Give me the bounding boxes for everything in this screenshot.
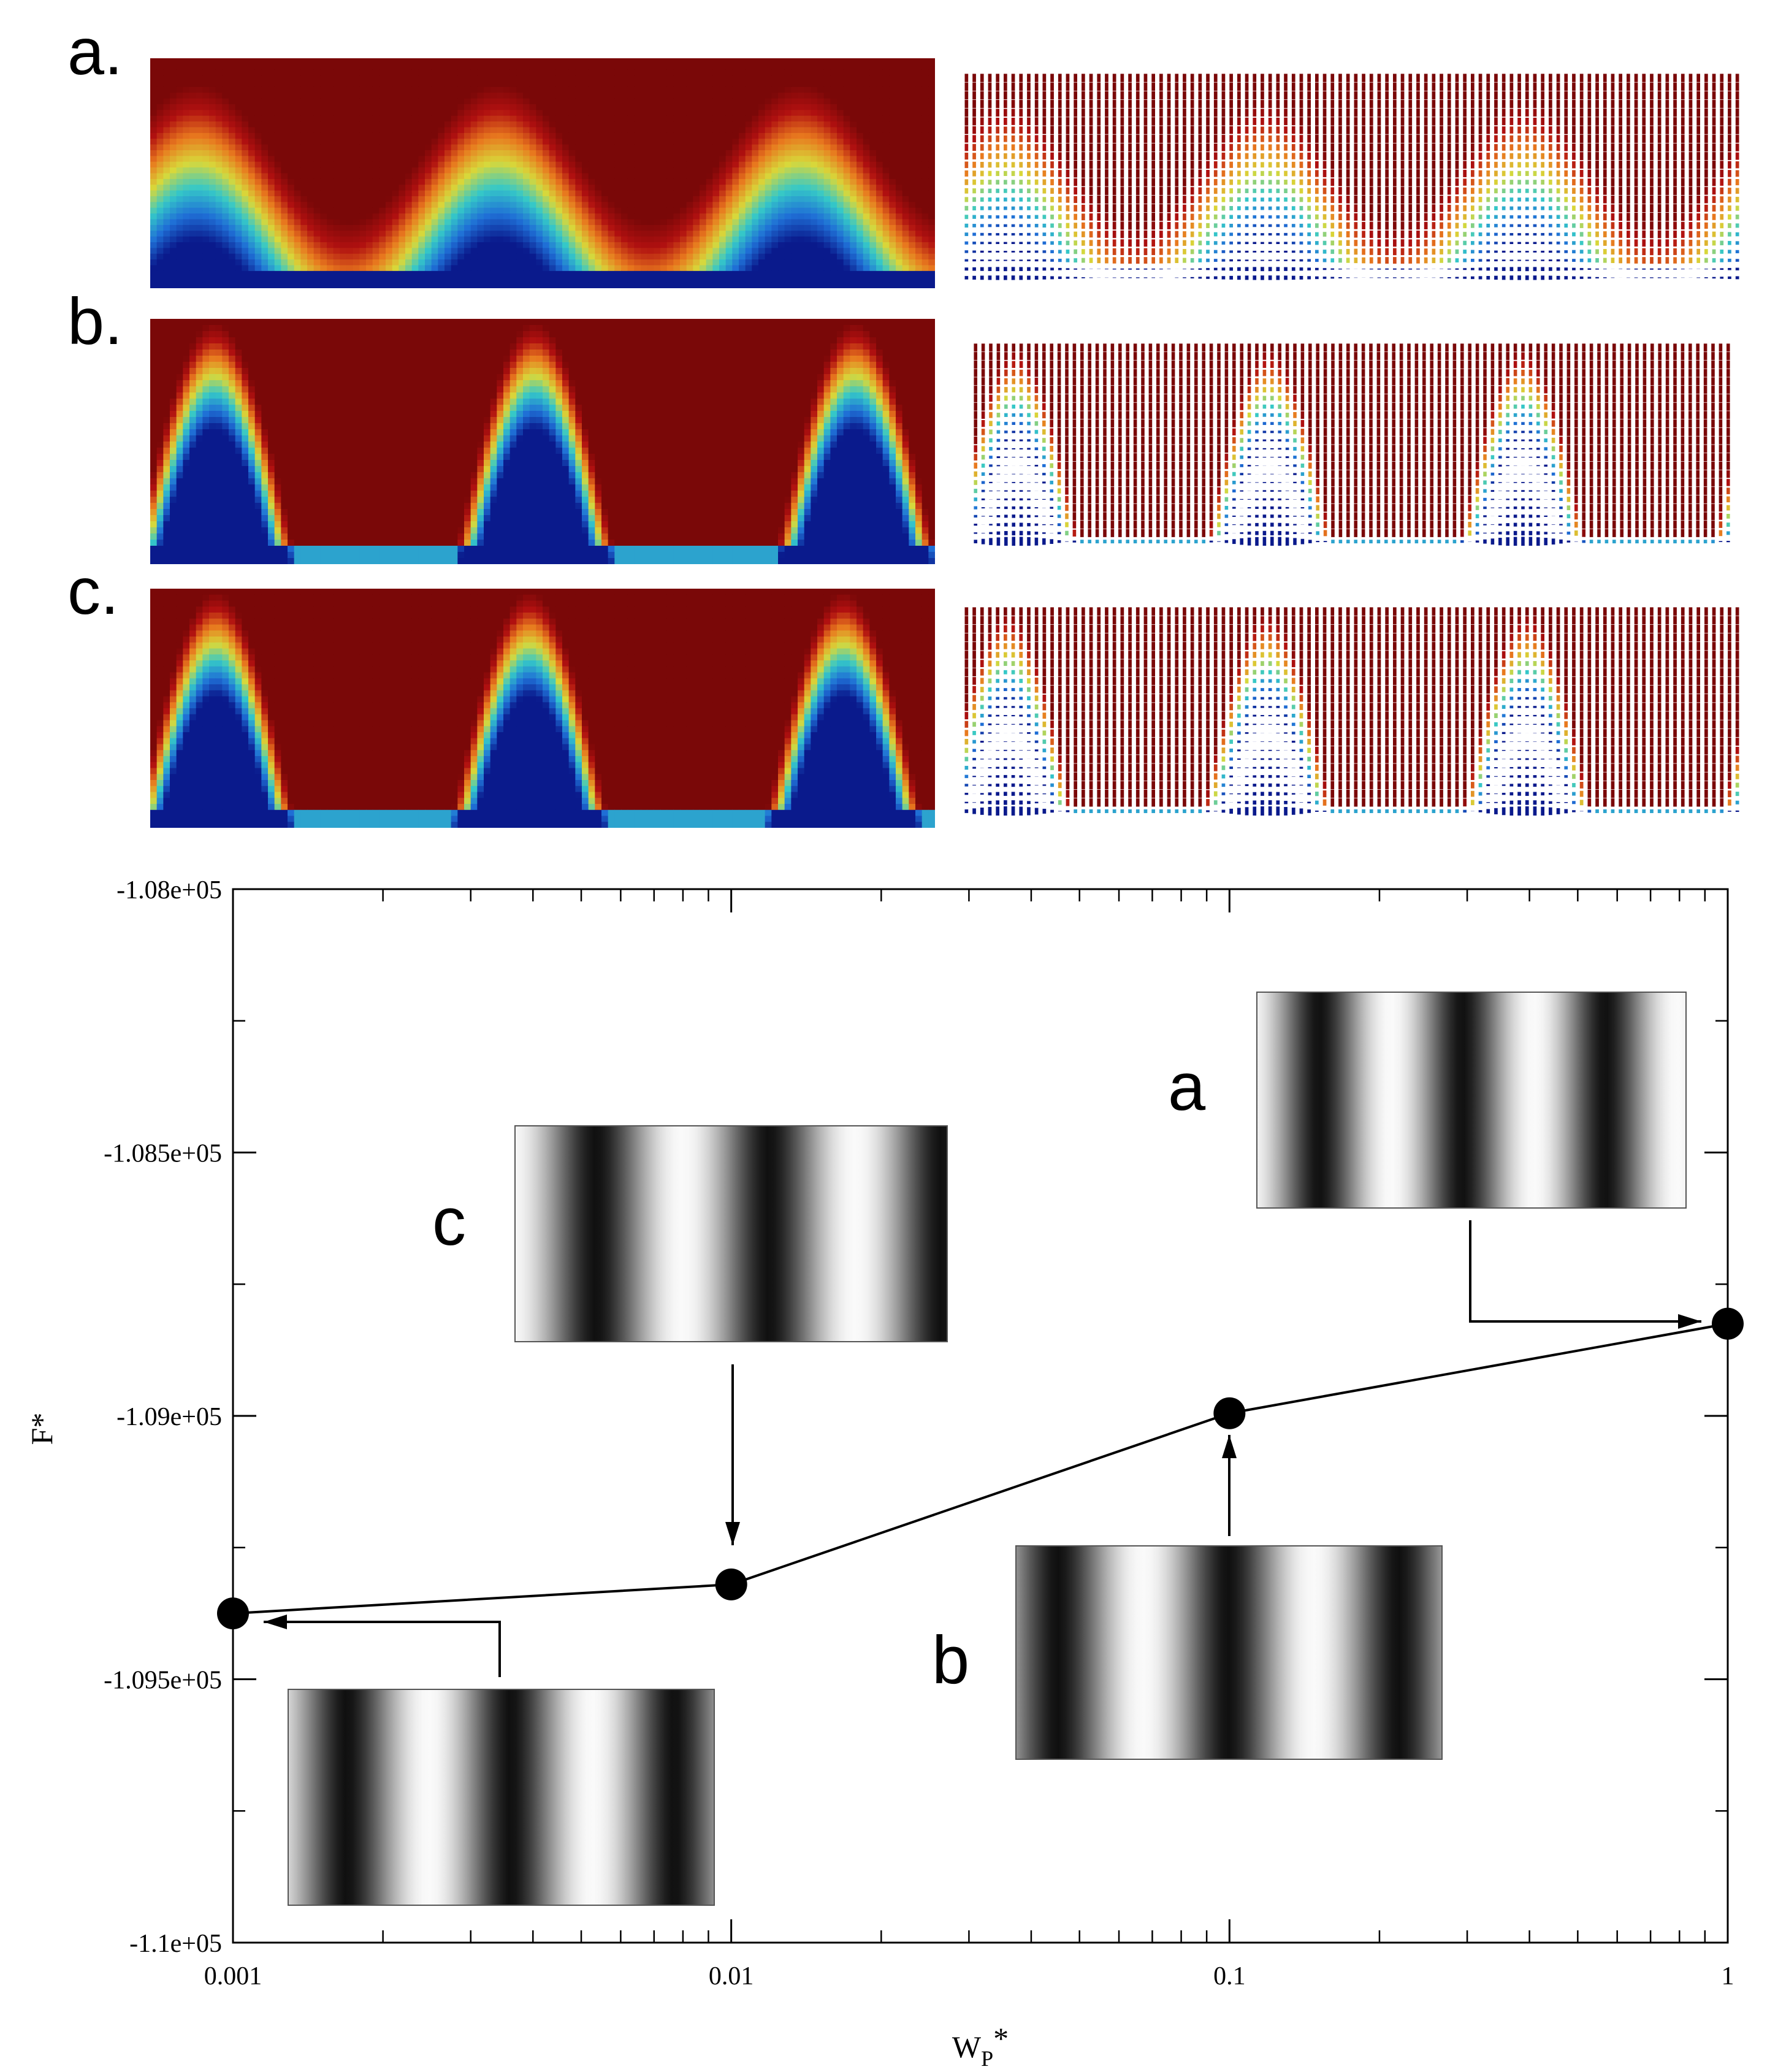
x-tick-label: 0.001: [204, 1962, 262, 1990]
series-line: [232, 1322, 1728, 1615]
inset-stripe-pattern: [514, 1125, 948, 1342]
minor-ticks: [233, 889, 1728, 1943]
inset-label: b: [932, 1623, 969, 1698]
x-axis-title: WP*: [952, 2021, 1009, 2071]
arrow-head: [264, 1615, 287, 1629]
inset-stripe-pattern: [288, 1689, 715, 1906]
panel-label-a: a.: [67, 18, 123, 85]
data-point: [1213, 1397, 1246, 1429]
panel-label-b: b.: [67, 288, 123, 354]
arrow-head: [725, 1522, 740, 1545]
y-tick-label: -1.095e+05: [104, 1667, 222, 1695]
data-point: [1712, 1307, 1744, 1340]
data-point: [217, 1597, 249, 1630]
y-axis-title: F*: [25, 1413, 59, 1445]
x-tick-label: 0.1: [1213, 1962, 1246, 1990]
data-points: [217, 1307, 1744, 1630]
arrow-line: [264, 1621, 501, 1677]
x-tick-label: 0.01: [709, 1962, 754, 1990]
y-tick-label: -1.09e+05: [116, 1403, 222, 1431]
x-tick-label: 1: [1722, 1962, 1734, 1990]
arrow-head: [1678, 1314, 1701, 1329]
inset-label: a: [1168, 1049, 1206, 1125]
insets: a b c: [288, 992, 1687, 1906]
x-axis-title-main: W: [952, 2030, 982, 2064]
data-point: [715, 1568, 747, 1600]
arrows: [264, 1220, 1701, 1677]
inset-stripe-pattern: [1015, 1545, 1443, 1760]
y-tick-label: -1.085e+05: [104, 1140, 222, 1168]
director-field-a: [964, 74, 1739, 280]
tick-labels: 0.001 0.01 0.1 1 -1.1e+05 -1.095e+05 -1.09e+05…: [104, 876, 1734, 1990]
inset-stripe-pattern: [1256, 992, 1687, 1209]
arrow-head: [1222, 1435, 1237, 1458]
x-axis-title-sub: P: [981, 2046, 993, 2071]
simulation-3d-a: [150, 58, 935, 288]
arrow-line: [1469, 1220, 1701, 1323]
inset-label: c: [432, 1184, 466, 1260]
x-axis-title-sup: *: [993, 2021, 1009, 2055]
y-tick-label: -1.08e+05: [116, 876, 222, 904]
y-tick-label: -1.1e+05: [129, 1930, 222, 1958]
panel-label-c: c.: [67, 558, 119, 624]
major-ticks: [232, 888, 1729, 1944]
director-field-c: [964, 607, 1739, 816]
simulation-3d-b: [150, 319, 935, 564]
simulation-3d-c: [150, 589, 935, 828]
director-field-b: [974, 343, 1730, 546]
